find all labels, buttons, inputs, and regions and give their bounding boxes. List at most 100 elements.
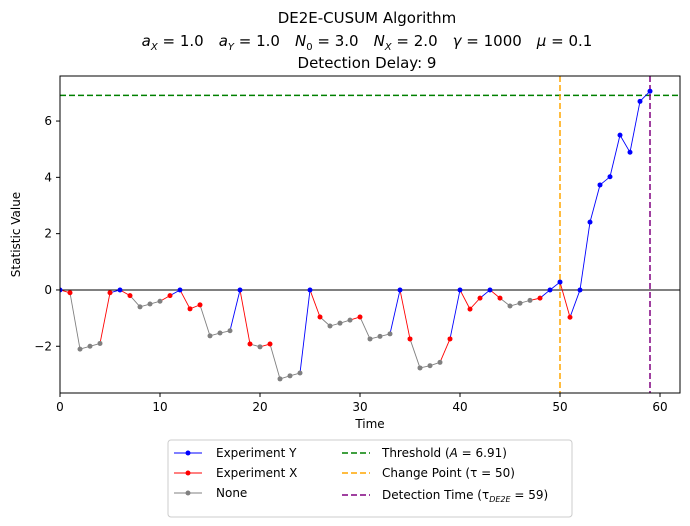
data-point [267, 341, 273, 347]
series-segment [589, 184, 601, 223]
y-tick-label: 2 [44, 227, 52, 241]
param-value: = 3.0 [313, 32, 359, 50]
y-tick-label: −2 [34, 339, 52, 353]
data-point [627, 149, 633, 155]
series-segment [199, 304, 211, 336]
data-point [297, 370, 303, 376]
param-value: = 2.0 [392, 32, 438, 50]
series-segment [129, 295, 141, 308]
legend-label: Experiment X [216, 466, 297, 480]
data-point [147, 301, 153, 307]
legend-item-y: Experiment Y [174, 446, 297, 460]
data-point [417, 365, 423, 371]
data-point [197, 302, 203, 308]
legend-label: None [216, 486, 247, 500]
series-segment [619, 134, 631, 153]
data-point [597, 182, 603, 188]
legend-label: Threshold (A = 6.91) [381, 446, 507, 460]
data-point [407, 336, 413, 342]
data-point [227, 328, 233, 334]
plot-content [60, 76, 680, 393]
data-point [447, 336, 453, 342]
param-gap [438, 32, 453, 50]
data-point [527, 297, 533, 303]
series-segment [449, 289, 461, 340]
series-segment [299, 289, 311, 374]
data-point [287, 373, 293, 379]
param-subscript: X [150, 42, 159, 53]
data-point [207, 333, 213, 339]
series-segment [99, 292, 111, 344]
legend-item-n: None [174, 486, 247, 500]
data-point [97, 340, 103, 346]
chart-subtitle-params: aX = 1.0 aY = 1.0 N0 = 3.0 NX = 2.0 γ = … [142, 32, 593, 53]
axes-frame [59, 75, 681, 394]
param-value: = 1.0 [234, 32, 280, 50]
legend-label: Detection Time (τDE2E = 59) [382, 488, 548, 504]
series-segment [389, 289, 401, 334]
legend-item-threshold: Threshold (A = 6.91) [342, 446, 507, 460]
legend-label-symbol: A [449, 446, 458, 460]
data-point [187, 306, 193, 312]
data-point [107, 290, 113, 296]
legend-item-detection-time: Detection Time (τDE2E = 59) [342, 488, 548, 504]
series-segment [569, 289, 581, 318]
legend-label-symbol: τ [482, 488, 489, 502]
series-segment [239, 289, 251, 345]
legend-swatch-marker [185, 450, 191, 456]
y-axis-label: Statistic Value [9, 192, 23, 277]
x-tick-label: 10 [152, 400, 167, 414]
series-segment [179, 289, 191, 310]
param-value: = 1000 [462, 32, 522, 50]
param-value: = 1.0 [158, 32, 204, 50]
y-tick-label: 0 [44, 283, 52, 297]
series-segment [459, 289, 471, 310]
data-point [247, 341, 253, 347]
data-point [487, 287, 493, 293]
legend-label-pre: Change Point ( [382, 466, 470, 480]
data-point [337, 320, 343, 326]
data-point [257, 344, 263, 350]
data-point [517, 300, 523, 306]
data-point [507, 303, 513, 309]
param-symbol: μ [536, 32, 547, 50]
param-symbol: γ [453, 32, 463, 50]
legend-label: Experiment Y [216, 446, 297, 460]
data-point [557, 279, 563, 285]
x-tick-label: 50 [552, 400, 567, 414]
param-symbol: N [295, 32, 306, 50]
x-tick-label: 40 [452, 400, 467, 414]
y-tick-label: 6 [44, 114, 52, 128]
data-point [77, 346, 83, 352]
plot-area [60, 76, 680, 393]
series-segment [439, 338, 451, 363]
data-point [427, 363, 433, 369]
x-tick-label: 30 [352, 400, 367, 414]
data-point [177, 287, 183, 293]
series-segment [399, 289, 411, 340]
y-tick-label: 4 [44, 170, 52, 184]
legend-label: Change Point (τ = 50) [382, 466, 515, 480]
legend-label-subscript: DE2E [489, 495, 511, 504]
data-point [617, 132, 623, 138]
data-point [547, 287, 553, 293]
data-point [307, 287, 313, 293]
series-segment [629, 101, 641, 153]
param-subscript: X [384, 42, 393, 53]
data-point [477, 295, 483, 301]
series-segment [309, 289, 321, 318]
legend-label-symbol: τ [470, 466, 477, 480]
series-segment [579, 222, 591, 291]
series-segment [69, 292, 81, 350]
param-gap [359, 32, 374, 50]
series-segment [229, 289, 241, 331]
data-point [457, 287, 463, 293]
legend-label-post: = 6.91) [458, 446, 507, 460]
series-segment [359, 316, 371, 340]
data-point [327, 323, 333, 329]
legend-box [167, 439, 573, 518]
legend-label-post: = 59) [511, 488, 549, 502]
detection-delay-label: Detection Delay: 9 [298, 54, 437, 72]
data-point [237, 287, 243, 293]
